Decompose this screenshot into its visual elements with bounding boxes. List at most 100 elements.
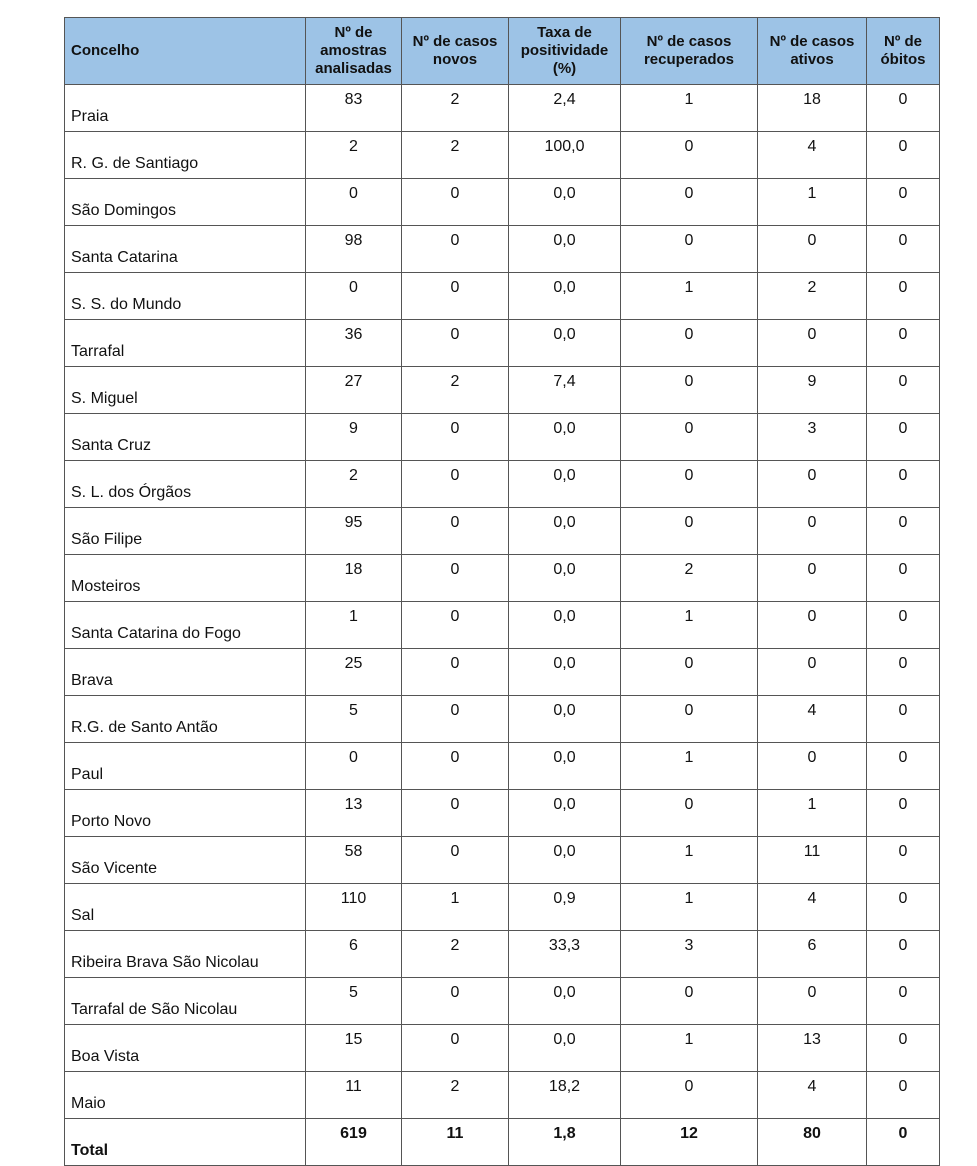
cell-obitos: 0 bbox=[866, 319, 940, 367]
cell-amostras: 15 bbox=[305, 1024, 402, 1072]
cell-obitos: 0 bbox=[866, 507, 940, 555]
cell-recuperados: 0 bbox=[620, 977, 758, 1025]
cell-casos-novos: 0 bbox=[401, 789, 509, 837]
cell-concelho: Tarrafal de São Nicolau bbox=[64, 977, 306, 1025]
cell-recuperados: 0 bbox=[620, 319, 758, 367]
cell-obitos: 0 bbox=[866, 131, 940, 179]
cell-amostras: 6 bbox=[305, 930, 402, 978]
table-row: S. Miguel 27 2 7,4 0 9 0 bbox=[64, 366, 940, 414]
cell-casos-novos: 0 bbox=[401, 554, 509, 602]
cell-casos-novos: 2 bbox=[401, 930, 509, 978]
cell-amostras: 110 bbox=[305, 883, 402, 931]
cell-concelho: Total bbox=[64, 1118, 306, 1166]
cell-recuperados: 0 bbox=[620, 178, 758, 226]
cell-obitos: 0 bbox=[866, 695, 940, 743]
cell-casos-novos: 2 bbox=[401, 1071, 509, 1119]
cell-taxa: 0,0 bbox=[508, 695, 621, 743]
table-row: R. G. de Santiago 2 2 100,0 0 4 0 bbox=[64, 131, 940, 179]
cell-taxa: 0,0 bbox=[508, 225, 621, 273]
cell-amostras: 619 bbox=[305, 1118, 402, 1166]
cell-obitos: 0 bbox=[866, 413, 940, 461]
cell-taxa: 0,0 bbox=[508, 836, 621, 884]
cell-recuperados: 0 bbox=[620, 507, 758, 555]
cell-amostras: 0 bbox=[305, 742, 402, 790]
table-row: Santa Cruz 9 0 0,0 0 3 0 bbox=[64, 413, 940, 461]
cell-casos-novos: 0 bbox=[401, 460, 509, 508]
cell-ativos: 0 bbox=[757, 225, 867, 273]
cell-recuperados: 0 bbox=[620, 366, 758, 414]
cell-casos-novos: 0 bbox=[401, 742, 509, 790]
cell-casos-novos: 2 bbox=[401, 366, 509, 414]
cell-taxa: 0,0 bbox=[508, 460, 621, 508]
table-row: Paul 0 0 0,0 1 0 0 bbox=[64, 742, 940, 790]
cell-recuperados: 0 bbox=[620, 695, 758, 743]
cell-concelho: R. G. de Santiago bbox=[64, 131, 306, 179]
table-row: Tarrafal 36 0 0,0 0 0 0 bbox=[64, 319, 940, 367]
table-row: Mosteiros 18 0 0,0 2 0 0 bbox=[64, 554, 940, 602]
cell-recuperados: 0 bbox=[620, 789, 758, 837]
cell-casos-novos: 0 bbox=[401, 648, 509, 696]
cell-taxa: 1,8 bbox=[508, 1118, 621, 1166]
cell-taxa: 0,0 bbox=[508, 601, 621, 649]
cell-recuperados: 2 bbox=[620, 554, 758, 602]
cell-taxa: 0,0 bbox=[508, 977, 621, 1025]
cell-casos-novos: 0 bbox=[401, 1024, 509, 1072]
cell-concelho: Brava bbox=[64, 648, 306, 696]
cell-concelho: S. S. do Mundo bbox=[64, 272, 306, 320]
cell-obitos: 0 bbox=[866, 1118, 940, 1166]
cell-ativos: 80 bbox=[757, 1118, 867, 1166]
cell-concelho: Paul bbox=[64, 742, 306, 790]
cell-obitos: 0 bbox=[866, 84, 940, 132]
cell-casos-novos: 0 bbox=[401, 319, 509, 367]
cell-amostras: 2 bbox=[305, 131, 402, 179]
cell-casos-novos: 0 bbox=[401, 225, 509, 273]
cell-recuperados: 12 bbox=[620, 1118, 758, 1166]
table-row: Brava 25 0 0,0 0 0 0 bbox=[64, 648, 940, 696]
table-row: S. L. dos Órgãos 2 0 0,0 0 0 0 bbox=[64, 460, 940, 508]
cell-ativos: 0 bbox=[757, 742, 867, 790]
cell-amostras: 2 bbox=[305, 460, 402, 508]
cell-recuperados: 3 bbox=[620, 930, 758, 978]
cell-obitos: 0 bbox=[866, 648, 940, 696]
table-row: Boa Vista 15 0 0,0 1 13 0 bbox=[64, 1024, 940, 1072]
cell-ativos: 1 bbox=[757, 789, 867, 837]
cell-ativos: 4 bbox=[757, 1071, 867, 1119]
cell-amostras: 11 bbox=[305, 1071, 402, 1119]
header-taxa: Taxa de positividade (%) bbox=[508, 17, 621, 85]
header-ativos: Nº de casos ativos bbox=[757, 17, 867, 85]
cell-amostras: 1 bbox=[305, 601, 402, 649]
cell-taxa: 7,4 bbox=[508, 366, 621, 414]
cell-ativos: 4 bbox=[757, 883, 867, 931]
cell-concelho: Sal bbox=[64, 883, 306, 931]
cell-obitos: 0 bbox=[866, 178, 940, 226]
cell-casos-novos: 0 bbox=[401, 178, 509, 226]
cell-obitos: 0 bbox=[866, 272, 940, 320]
cell-concelho: Santa Catarina bbox=[64, 225, 306, 273]
cell-recuperados: 0 bbox=[620, 131, 758, 179]
cell-taxa: 0,0 bbox=[508, 319, 621, 367]
cell-concelho: R.G. de Santo Antão bbox=[64, 695, 306, 743]
cell-casos-novos: 0 bbox=[401, 507, 509, 555]
cell-obitos: 0 bbox=[866, 1024, 940, 1072]
cell-amostras: 25 bbox=[305, 648, 402, 696]
cell-taxa: 0,0 bbox=[508, 554, 621, 602]
cell-taxa: 18,2 bbox=[508, 1071, 621, 1119]
cell-ativos: 1 bbox=[757, 178, 867, 226]
cell-amostras: 0 bbox=[305, 178, 402, 226]
table-row: São Domingos 0 0 0,0 0 1 0 bbox=[64, 178, 940, 226]
header-recuperados: Nº de casos recuperados bbox=[620, 17, 758, 85]
table-row: Sal 110 1 0,9 1 4 0 bbox=[64, 883, 940, 931]
table-row: Santa Catarina do Fogo 1 0 0,0 1 0 0 bbox=[64, 601, 940, 649]
cell-concelho: Ribeira Brava São Nicolau bbox=[64, 930, 306, 978]
cell-concelho: Praia bbox=[64, 84, 306, 132]
cell-casos-novos: 2 bbox=[401, 131, 509, 179]
table-row: Porto Novo 13 0 0,0 0 1 0 bbox=[64, 789, 940, 837]
cell-amostras: 0 bbox=[305, 272, 402, 320]
cell-ativos: 18 bbox=[757, 84, 867, 132]
cell-amostras: 98 bbox=[305, 225, 402, 273]
cell-casos-novos: 0 bbox=[401, 977, 509, 1025]
cell-ativos: 6 bbox=[757, 930, 867, 978]
cell-concelho: S. Miguel bbox=[64, 366, 306, 414]
cell-ativos: 0 bbox=[757, 554, 867, 602]
cell-casos-novos: 0 bbox=[401, 695, 509, 743]
